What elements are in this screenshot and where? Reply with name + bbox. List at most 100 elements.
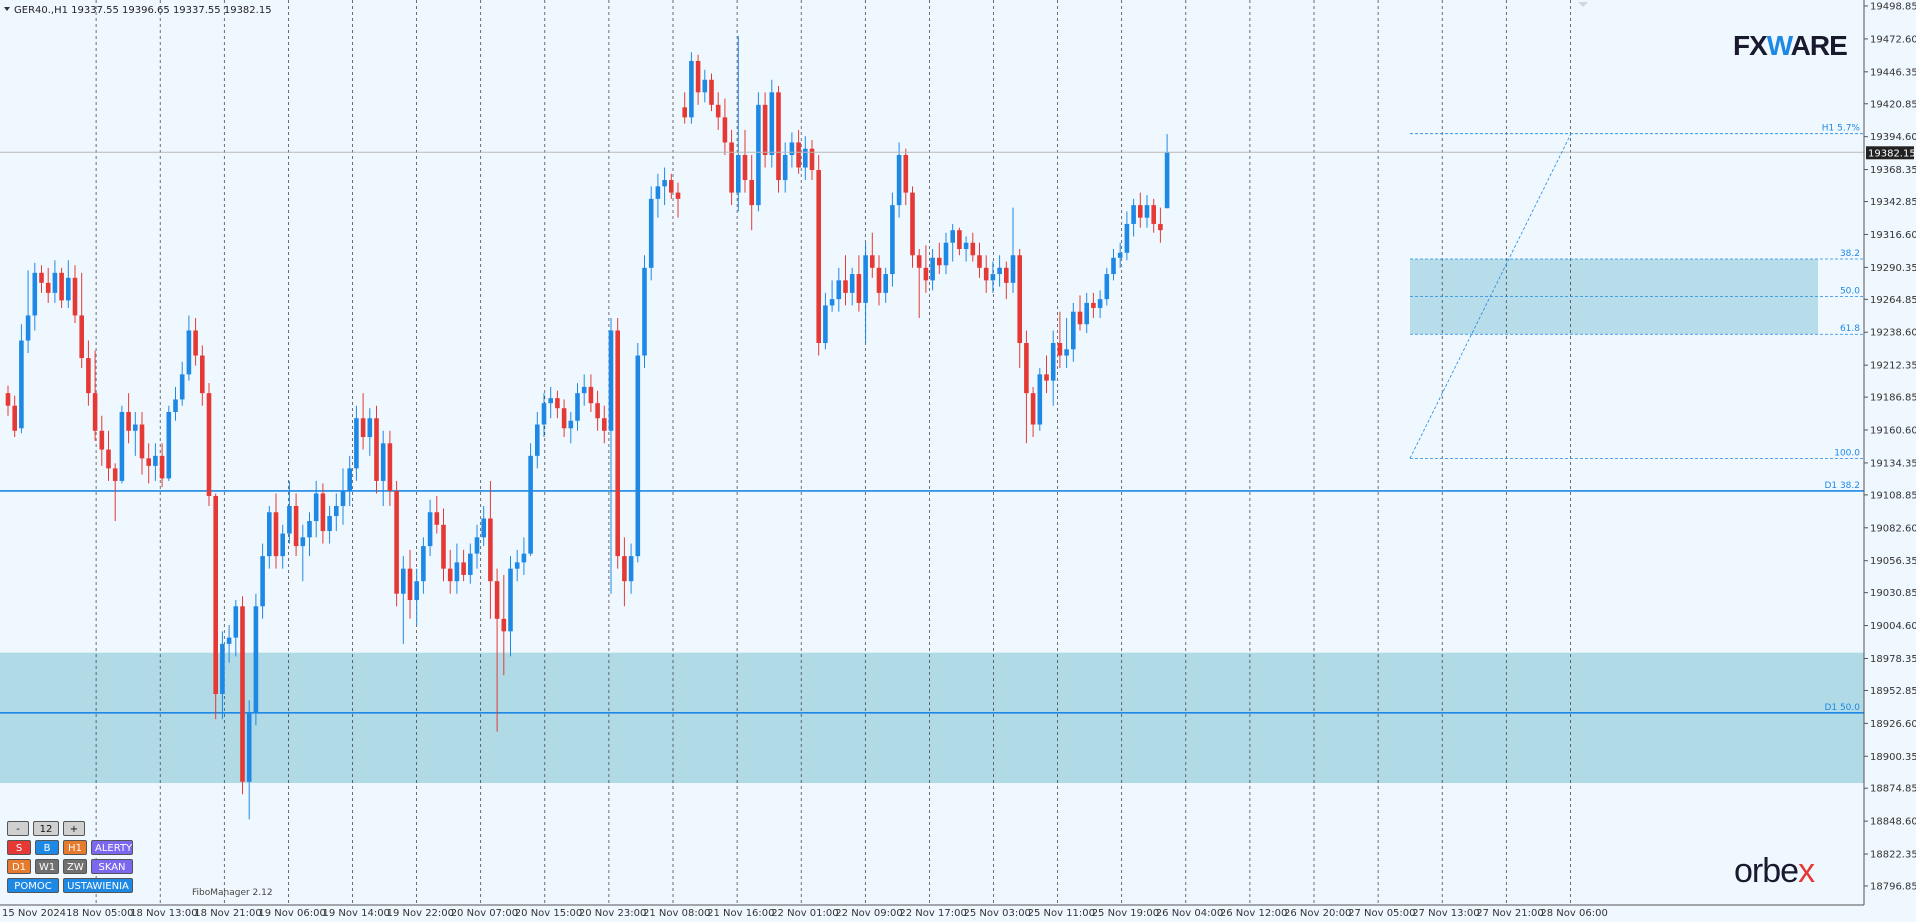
candle-body bbox=[313, 493, 319, 522]
candle bbox=[380, 430, 386, 506]
w1-button[interactable]: W1 bbox=[35, 859, 59, 874]
decrease-button[interactable]: - bbox=[7, 821, 29, 836]
candle-body bbox=[568, 420, 574, 429]
candle-body bbox=[749, 180, 754, 206]
buy-button[interactable]: B bbox=[35, 840, 59, 855]
candle bbox=[655, 173, 661, 218]
candle-body bbox=[662, 180, 667, 187]
price-axis[interactable]: 19498.85 19472.60 19446.35 19420.85 19394.60… bbox=[1864, 2, 1916, 893]
zw-button[interactable]: ZW bbox=[63, 859, 87, 874]
h1-button[interactable]: H1 bbox=[63, 840, 87, 855]
vertical-gridlines bbox=[95, 0, 1571, 905]
candle-body bbox=[1037, 374, 1043, 425]
candle bbox=[635, 343, 641, 563]
time-tick-label: 27 Nov 05:00 bbox=[1348, 908, 1415, 919]
candles-layer bbox=[5, 35, 1170, 820]
scan-button[interactable]: SKAN bbox=[91, 859, 133, 874]
candle bbox=[742, 129, 748, 193]
candle bbox=[990, 261, 996, 293]
candle bbox=[983, 255, 989, 293]
time-tick-label: 15 Nov 2024 bbox=[2, 908, 66, 919]
candle-body bbox=[474, 537, 480, 554]
candle-body bbox=[468, 553, 473, 575]
time-tick-label: 18 Nov 05:00 bbox=[66, 908, 133, 919]
price-tick-label: 18874.85 bbox=[1870, 784, 1916, 795]
candle bbox=[762, 92, 768, 168]
candle bbox=[675, 182, 681, 218]
candle-body bbox=[39, 272, 44, 283]
candle bbox=[957, 227, 962, 256]
candle bbox=[896, 142, 902, 218]
candle bbox=[1071, 302, 1076, 362]
candle bbox=[226, 625, 232, 663]
candle-body bbox=[213, 495, 218, 695]
candle bbox=[280, 524, 285, 569]
candle bbox=[628, 543, 634, 594]
candle-body bbox=[588, 386, 594, 404]
candle bbox=[1017, 249, 1022, 369]
time-tick-label: 27 Nov 21:00 bbox=[1476, 908, 1543, 919]
candle bbox=[79, 272, 84, 369]
candle bbox=[521, 537, 527, 575]
price-tick-label: 18900.35 bbox=[1870, 752, 1916, 763]
candle-body bbox=[1144, 205, 1150, 218]
candle-body bbox=[45, 282, 51, 293]
candle bbox=[729, 129, 734, 206]
candle-body bbox=[910, 192, 915, 256]
candle-body bbox=[963, 242, 969, 250]
candle-body bbox=[809, 148, 815, 171]
increase-button[interactable]: + bbox=[63, 821, 85, 836]
settings-button[interactable]: USTAWIENIA bbox=[63, 878, 133, 893]
candle bbox=[59, 267, 64, 308]
help-button[interactable]: POMOC bbox=[7, 878, 59, 893]
candle bbox=[374, 405, 379, 494]
price-tick-label: 19004.60 bbox=[1870, 621, 1916, 632]
candle-body bbox=[622, 556, 627, 582]
candle bbox=[876, 255, 882, 306]
time-tick-label: 27 Nov 13:00 bbox=[1412, 908, 1479, 919]
dropdown-triangle-icon[interactable] bbox=[4, 7, 10, 11]
candle-body bbox=[126, 411, 131, 431]
candle-body bbox=[983, 267, 989, 281]
price-tick-label: 19238.60 bbox=[1870, 328, 1916, 339]
price-tick-label: 19186.85 bbox=[1870, 393, 1916, 404]
candle bbox=[776, 86, 781, 193]
candle bbox=[146, 443, 151, 484]
supply-demand-zone bbox=[0, 652, 1864, 784]
candle-body bbox=[179, 374, 185, 400]
candle-body bbox=[575, 393, 580, 421]
candle bbox=[1104, 267, 1110, 306]
candle bbox=[99, 415, 105, 466]
candle bbox=[856, 255, 862, 312]
candle-body bbox=[883, 274, 888, 293]
candle-body bbox=[669, 180, 674, 193]
alerts-button[interactable]: ALERTY bbox=[91, 840, 133, 855]
count-field[interactable]: 12 bbox=[33, 821, 59, 836]
candle-body bbox=[186, 330, 192, 375]
candle bbox=[454, 543, 460, 594]
candle-body bbox=[896, 154, 902, 206]
candle bbox=[126, 393, 131, 444]
candle bbox=[937, 242, 942, 275]
candle-body bbox=[729, 142, 734, 193]
candle-body bbox=[300, 537, 306, 547]
d1-button[interactable]: D1 bbox=[7, 859, 31, 874]
candle bbox=[923, 245, 929, 293]
candle-body bbox=[870, 255, 875, 268]
candle-body bbox=[340, 490, 346, 506]
candle-body bbox=[354, 418, 359, 469]
candle bbox=[173, 386, 178, 421]
candle bbox=[1084, 292, 1089, 333]
candle bbox=[1164, 134, 1170, 209]
sell-button[interactable]: S bbox=[7, 840, 31, 855]
candle-body bbox=[240, 606, 245, 782]
candle bbox=[1037, 368, 1043, 431]
fibo-trendline bbox=[1409, 133, 1572, 459]
time-tick-label: 26 Nov 04:00 bbox=[1156, 908, 1223, 919]
candle bbox=[119, 405, 125, 484]
candle bbox=[354, 405, 359, 481]
candle bbox=[849, 267, 855, 306]
price-tick-label: 18796.85 bbox=[1870, 882, 1916, 893]
